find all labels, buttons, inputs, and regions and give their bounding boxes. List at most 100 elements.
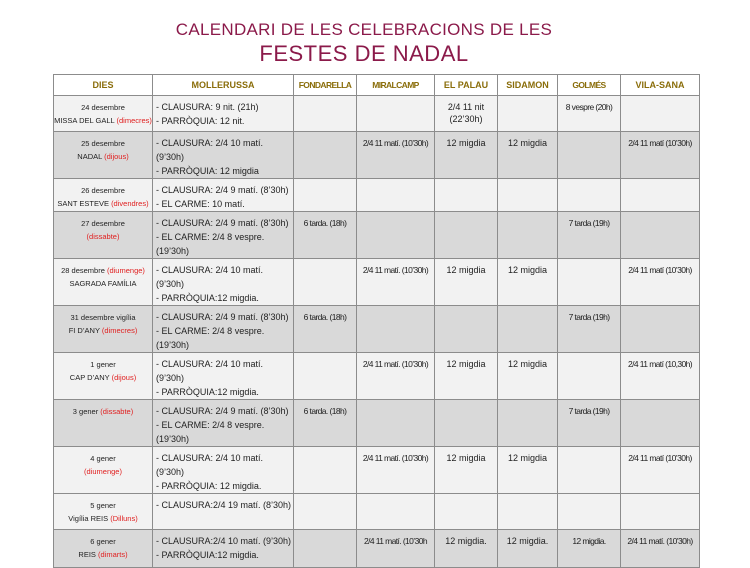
day-cell: 6 gener REIS (dimarts) bbox=[53, 529, 153, 568]
schedule-text: 2/4 11 matí (10’30h) bbox=[628, 453, 692, 463]
schedule-cell bbox=[557, 131, 621, 179]
schedule-cell: 2/4 11 matí (10,30h) bbox=[620, 352, 700, 400]
schedule-text: 12 migdia bbox=[507, 265, 548, 275]
schedule-line: - CLAUSURA: 2/4 9 matí. (8’30h) bbox=[156, 185, 289, 195]
schedule-cell bbox=[497, 178, 558, 212]
weekday-label: (Dilluns) bbox=[110, 514, 138, 523]
schedule-cell bbox=[434, 493, 498, 530]
day-label: 3 gener bbox=[72, 407, 101, 416]
schedule-cell: 12 migdia bbox=[434, 258, 498, 306]
schedule-cell: 2/4 11 matí. (10’30h) bbox=[356, 258, 435, 306]
schedule-cell bbox=[356, 305, 435, 353]
schedule-cell: 6 tarda. (18h) bbox=[293, 211, 357, 259]
schedule-cell bbox=[497, 305, 558, 353]
schedule-cell: 6 tarda. (18h) bbox=[293, 399, 357, 447]
schedule-cell bbox=[293, 178, 357, 212]
schedule-line: - EL CARME: 10 matí. bbox=[156, 199, 245, 209]
day-label: 4 gener bbox=[90, 454, 116, 463]
schedule-line: - PARRÒQUIA: 12 nit. bbox=[156, 116, 245, 126]
schedule-cell: 2/4 11 matí. (10’30h) bbox=[356, 352, 435, 400]
schedule-cell bbox=[620, 95, 700, 132]
table-row: 3 gener (dissabte) - CLAUSURA: 2/4 9 matí… bbox=[53, 399, 700, 447]
day-cell: 31 desembre vigília FI D’ANY (dimecres) bbox=[53, 305, 153, 353]
schedule-cell: 2/4 11 matí. (10’30h) bbox=[620, 529, 700, 568]
day-cell: 5 gener Vigília REIS (Dilluns) bbox=[53, 493, 153, 530]
schedule-cell bbox=[620, 178, 700, 212]
schedule-cell bbox=[293, 95, 357, 132]
day-label: MISSA DEL GALL bbox=[54, 116, 117, 125]
weekday-label: (dimarts) bbox=[98, 550, 128, 559]
schedule-cell bbox=[434, 178, 498, 212]
day-label: 27 desembre bbox=[81, 219, 125, 228]
schedule-cell bbox=[497, 493, 558, 530]
schedule-line: - CLAUSURA:2/4 19 matí. (8’30h) bbox=[156, 500, 292, 510]
schedule-cell bbox=[356, 399, 435, 447]
mollerussa-cell: - CLAUSURA:2/4 19 matí. (8’30h) bbox=[152, 493, 294, 530]
schedule-cell: 8 vespre (20h) bbox=[557, 95, 621, 132]
day-cell: 4 gener (diumenge) bbox=[53, 446, 153, 494]
weekday-label: (dimecres) bbox=[101, 326, 138, 335]
table-row: 5 gener Vigília REIS (Dilluns) - CLAUSURA:… bbox=[53, 493, 700, 530]
schedule-line: - PARRÒQUIA:12 migdia. bbox=[156, 293, 259, 303]
schedule-line: - CLAUSURA: 2/4 9 matí. (8’30h) bbox=[156, 406, 289, 416]
schedule-cell: 2/4 11 matí. (10’30h) bbox=[356, 131, 435, 179]
schedule-cell: 2/4 11 matí (10’30h) bbox=[620, 258, 700, 306]
schedule-text: 2/4 11 matí. (10’30h bbox=[364, 536, 428, 546]
schedule-cell: 2/4 11 matí (10’30h) bbox=[620, 446, 700, 494]
day-cell: 27 desembre (dissabte) bbox=[53, 211, 153, 259]
mollerussa-cell: - CLAUSURA: 2/4 10 matí. (9’30h) - PARRÒQ… bbox=[152, 131, 294, 179]
schedule-cell bbox=[620, 399, 700, 447]
schedule-line: - EL CARME: 2/4 8 vespre. (19’30h) bbox=[156, 232, 265, 256]
schedule-cell: 12 migdia bbox=[434, 446, 498, 494]
schedule-text: 2/4 11 matí (10’30h) bbox=[628, 138, 692, 148]
schedule-text: 12 migdia. bbox=[445, 536, 487, 546]
column-header-sidamon: SIDAMON bbox=[497, 74, 558, 96]
table-row: 31 desembre vigília FI D’ANY (dimecres) - … bbox=[53, 305, 700, 353]
column-header-el-palau: EL PALAU bbox=[434, 74, 498, 96]
schedule-line: - CLAUSURA: 2/4 9 matí. (8’30h) bbox=[156, 218, 289, 228]
table-row: 25 desembre NADAL (dijous) - CLAUSURA: 2/4… bbox=[53, 131, 700, 179]
schedule-line: - CLAUSURA: 2/4 10 matí. (9’30h) bbox=[156, 453, 264, 477]
schedule-cell bbox=[293, 446, 357, 494]
table-row: 28 desembre (diumenge) SAGRADA FAMÍLIA - C… bbox=[53, 258, 700, 306]
schedule-line: - PARRÒQUIA:12 migdia. bbox=[156, 387, 259, 397]
title-line-1: CALENDARI DE LES CELEBRACIONS DE LES bbox=[175, 20, 553, 39]
schedule-cell bbox=[356, 178, 435, 212]
mollerussa-cell: - CLAUSURA: 2/4 9 matí. (8’30h) - EL CARM… bbox=[152, 399, 294, 447]
column-header-miralcamp: MIRALCAMP bbox=[356, 74, 435, 96]
weekday-label: (dijous) bbox=[111, 373, 137, 382]
day-cell: 28 desembre (diumenge) SAGRADA FAMÍLIA bbox=[53, 258, 153, 306]
table-row: 4 gener (diumenge) - CLAUSURA: 2/4 10 matí… bbox=[53, 446, 700, 494]
table-row: 6 gener REIS (dimarts) - CLAUSURA:2/4 10 m… bbox=[53, 529, 700, 568]
mollerussa-cell: - CLAUSURA: 2/4 10 matí. (9’30h) - PARRÒQ… bbox=[152, 258, 294, 306]
schedule-text: 12 migdia bbox=[446, 359, 486, 369]
schedule-text: (22’30h) bbox=[449, 114, 483, 124]
mollerussa-cell: - CLAUSURA: 2/4 9 matí. (8’30h) - EL CARM… bbox=[152, 178, 294, 212]
schedule-cell bbox=[557, 493, 621, 530]
day-label: 24 desembre bbox=[81, 103, 125, 112]
schedule-cell bbox=[356, 211, 435, 259]
schedule-cell bbox=[497, 95, 558, 132]
day-label: REIS bbox=[78, 550, 98, 559]
mollerussa-cell: - CLAUSURA:2/4 10 matí. (9’30h) - PARRÒQU… bbox=[152, 529, 294, 568]
schedule-cell bbox=[557, 258, 621, 306]
schedule-cell: 12 migdia bbox=[497, 446, 558, 494]
schedule-line: - PARRÒQUIA: 12 migdia bbox=[156, 166, 259, 176]
day-label: CAP D’ANY bbox=[69, 373, 112, 382]
schedule-text: 12 migdia bbox=[507, 359, 548, 369]
day-cell: 26 desembre SANT ESTEVE (divendres) bbox=[53, 178, 153, 212]
schedule-cell bbox=[293, 258, 357, 306]
schedule-line: - PARRÒQUIA: 12 migdia. bbox=[156, 481, 262, 491]
schedule-cell bbox=[557, 178, 621, 212]
day-cell: 3 gener (dissabte) bbox=[53, 399, 153, 447]
day-label: 28 desembre bbox=[61, 266, 107, 275]
day-label: 1 gener bbox=[90, 360, 116, 369]
schedule-cell: 12 migdia bbox=[497, 258, 558, 306]
column-header-vila-sana: VILA-SANA bbox=[620, 74, 700, 96]
schedule-cell bbox=[434, 305, 498, 353]
day-label: Vigília REIS bbox=[68, 514, 111, 523]
schedule-cell: 12 migdia bbox=[497, 352, 558, 400]
schedule-cell bbox=[293, 493, 357, 530]
schedule-cell bbox=[293, 529, 357, 568]
schedule-cell: 6 tarda. (18h) bbox=[293, 305, 357, 353]
